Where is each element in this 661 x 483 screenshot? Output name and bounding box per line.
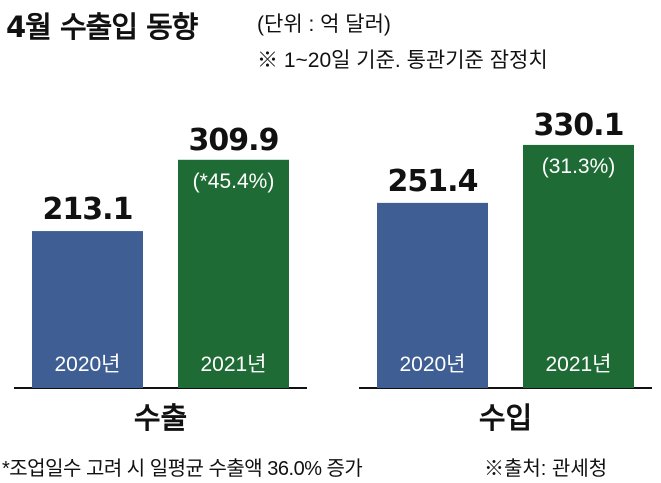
value-label: 330.1 <box>534 108 624 143</box>
category-label: 2020년 <box>399 353 465 376</box>
chart-title: 4월 수출입 동향 <box>6 10 198 44</box>
category-label: 2021년 <box>545 353 611 376</box>
footnote: *조업일수 고려 시 일평균 수출액 36.0% 증가 <box>2 458 363 480</box>
source-note: ※출처: 관세청 <box>484 458 608 480</box>
bar <box>178 159 289 388</box>
group-label: 수입 <box>479 401 532 435</box>
category-label: 2021년 <box>200 353 266 376</box>
value-label: 251.4 <box>388 164 478 199</box>
category-label: 2020년 <box>54 353 120 376</box>
change-label: (31.3%) <box>542 155 616 178</box>
group-label: 수출 <box>134 401 187 435</box>
bar <box>523 144 634 388</box>
bar <box>377 202 488 388</box>
value-label: 213.1 <box>43 192 133 227</box>
basis-note: ※ 1~20일 기준. 통관기준 잠정치 <box>257 49 548 72</box>
bar <box>32 231 143 388</box>
value-label: 309.9 <box>189 123 279 158</box>
change-label: (*45.4%) <box>193 170 275 193</box>
unit-label: (단위 : 억 달러) <box>257 13 391 36</box>
